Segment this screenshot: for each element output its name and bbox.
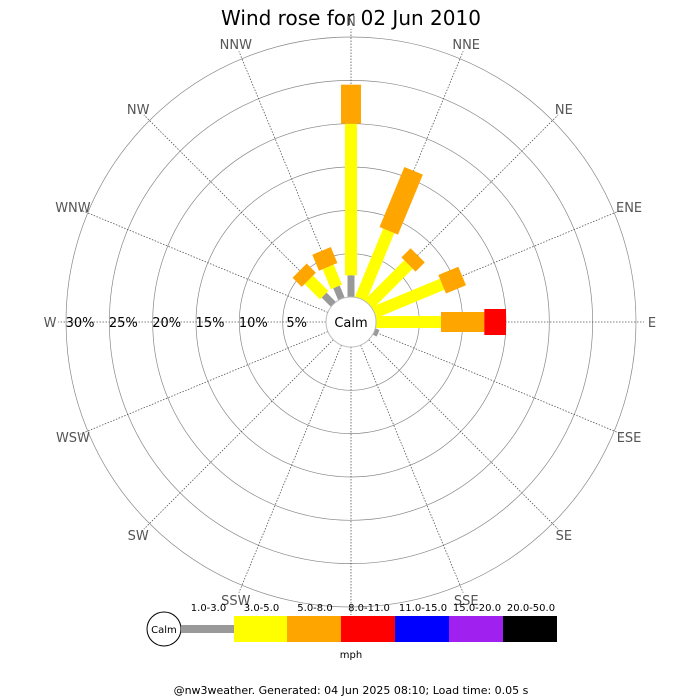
- bar-segment: [312, 247, 338, 271]
- dir-label-nnw: NNW: [220, 38, 252, 53]
- bar-ese-1.0-3.0: [372, 328, 380, 337]
- ring-label-25: 25%: [109, 316, 138, 331]
- dir-label-ene: ENE: [616, 201, 642, 216]
- bar-segment: [321, 292, 336, 307]
- dir-label-wnw: WNW: [55, 201, 91, 216]
- legend-swatch-15.0-20.0: [449, 616, 503, 642]
- legend-label-8.0-11.0: 8.0-11.0: [348, 603, 390, 614]
- bar-ene-5.0-8.0: [438, 266, 466, 294]
- footer-text: @nw3weather. Generated: 04 Jun 2025 08:1…: [174, 684, 529, 697]
- bar-nne-5.0-8.0: [379, 166, 423, 235]
- bar-e-8.0-11.0: [484, 309, 506, 335]
- bar-segment: [484, 309, 506, 335]
- bar-n-3.0-5.0: [345, 123, 357, 276]
- dir-label-nne: NNE: [452, 38, 480, 53]
- bar-segment: [292, 263, 316, 287]
- bar-nw-1.0-3.0: [321, 292, 336, 307]
- spoke-wnw: [80, 209, 329, 313]
- bar-nnw-1.0-3.0: [333, 285, 345, 301]
- bar-n-1.0-3.0: [347, 275, 355, 297]
- legend-swatch-8.0-11.0: [341, 616, 395, 642]
- rose-bars: [292, 84, 506, 337]
- bar-segment: [322, 264, 343, 290]
- bar-ne-3.0-5.0: [364, 260, 413, 309]
- bar-segment: [379, 166, 423, 235]
- spoke-nne: [360, 51, 464, 300]
- bar-segment: [333, 285, 345, 301]
- bar-segment: [438, 266, 466, 294]
- ring-label-30: 30%: [66, 316, 95, 331]
- dir-label-se: SE: [556, 529, 572, 544]
- spoke-ese: [373, 331, 622, 435]
- dir-label-sw: SW: [128, 529, 149, 544]
- legend-swatch-3.0-5.0: [234, 616, 287, 642]
- dir-label-w: W: [44, 316, 57, 331]
- bar-segment: [341, 84, 361, 124]
- legend-label-3.0-5.0: 3.0-5.0: [244, 603, 279, 614]
- spoke-sse: [360, 344, 464, 593]
- spoke-se: [368, 339, 559, 530]
- dir-label-sse: SSE: [454, 594, 479, 609]
- dir-label-n: N: [346, 15, 356, 30]
- bar-segment: [345, 123, 357, 276]
- calm-center: Calm: [325, 296, 377, 348]
- direction-labels: NNNENEENEEESESESSESSSWSWWSWWWNWNWNNW: [44, 15, 656, 632]
- bar-segment: [440, 312, 485, 332]
- ring-labels: 5% 10% 15% 20% 25% 30%: [66, 316, 307, 331]
- ring-label-20: 20%: [152, 316, 181, 331]
- bar-nw-3.0-5.0: [304, 275, 329, 300]
- legend-label-20.0-50.0: 20.0-50.0: [507, 603, 555, 614]
- dir-label-ese: ESE: [617, 431, 642, 446]
- bar-segment: [364, 260, 413, 309]
- ring-label-5: 5%: [286, 316, 307, 331]
- bar-segment: [372, 328, 380, 337]
- bar-nnw-5.0-8.0: [312, 247, 338, 271]
- bar-e-3.0-5.0: [376, 316, 441, 328]
- bar-segment: [355, 228, 395, 302]
- bar-n-5.0-8.0: [341, 84, 361, 124]
- spoke-ene: [373, 209, 622, 313]
- legend-swatch-20.0-50.0: [503, 616, 557, 642]
- bar-segment: [304, 275, 329, 300]
- spoke-nw: [143, 114, 334, 305]
- legend-swatch-5.0-8.0: [287, 616, 341, 642]
- bar-nnw-3.0-5.0: [322, 264, 343, 290]
- chart-title: Wind rose for 02 Jun 2010: [221, 6, 481, 30]
- dir-label-wsw: WSW: [56, 431, 90, 446]
- dir-label-nw: NW: [127, 103, 150, 118]
- ring-30: [65, 36, 637, 608]
- spoke-nnw: [238, 51, 342, 300]
- legend: Calm 1.0-3.0 3.0-5.0 5.0-8.0 8.0-11.0 11.0-1…: [146, 603, 557, 661]
- bar-ene-3.0-5.0: [371, 278, 445, 318]
- dir-label-ne: NE: [555, 103, 573, 118]
- dir-label-ssw: SSW: [221, 594, 251, 609]
- legend-label-11.0-15.0: 11.0-15.0: [399, 603, 447, 614]
- bar-ne-5.0-8.0: [401, 248, 425, 272]
- spoke-ne: [368, 114, 559, 305]
- legend-swatch-1.0-3.0: [181, 625, 234, 633]
- legend-label-15.0-20.0: 15.0-20.0: [453, 603, 501, 614]
- spoke-sw: [143, 339, 334, 530]
- bar-segment: [401, 248, 425, 272]
- legend-label-1.0-3.0: 1.0-3.0: [191, 603, 226, 614]
- legend-units: mph: [340, 650, 362, 661]
- spoke-ssw: [238, 344, 342, 593]
- bar-segment: [376, 316, 441, 328]
- ring-label-15: 15%: [196, 316, 225, 331]
- legend-swatch-11.0-15.0: [395, 616, 449, 642]
- bar-nne-3.0-5.0: [355, 228, 395, 302]
- bar-segment: [347, 275, 355, 297]
- bar-e-5.0-8.0: [440, 312, 485, 332]
- spoke-wsw: [80, 331, 329, 435]
- legend-label-5.0-8.0: 5.0-8.0: [297, 603, 332, 614]
- legend-calm-label: Calm: [151, 625, 177, 636]
- bar-segment: [371, 278, 445, 318]
- dir-label-e: E: [648, 316, 656, 331]
- calm-label: Calm: [334, 316, 367, 331]
- bar-nw-5.0-8.0: [292, 263, 316, 287]
- ring-label-10: 10%: [239, 316, 268, 331]
